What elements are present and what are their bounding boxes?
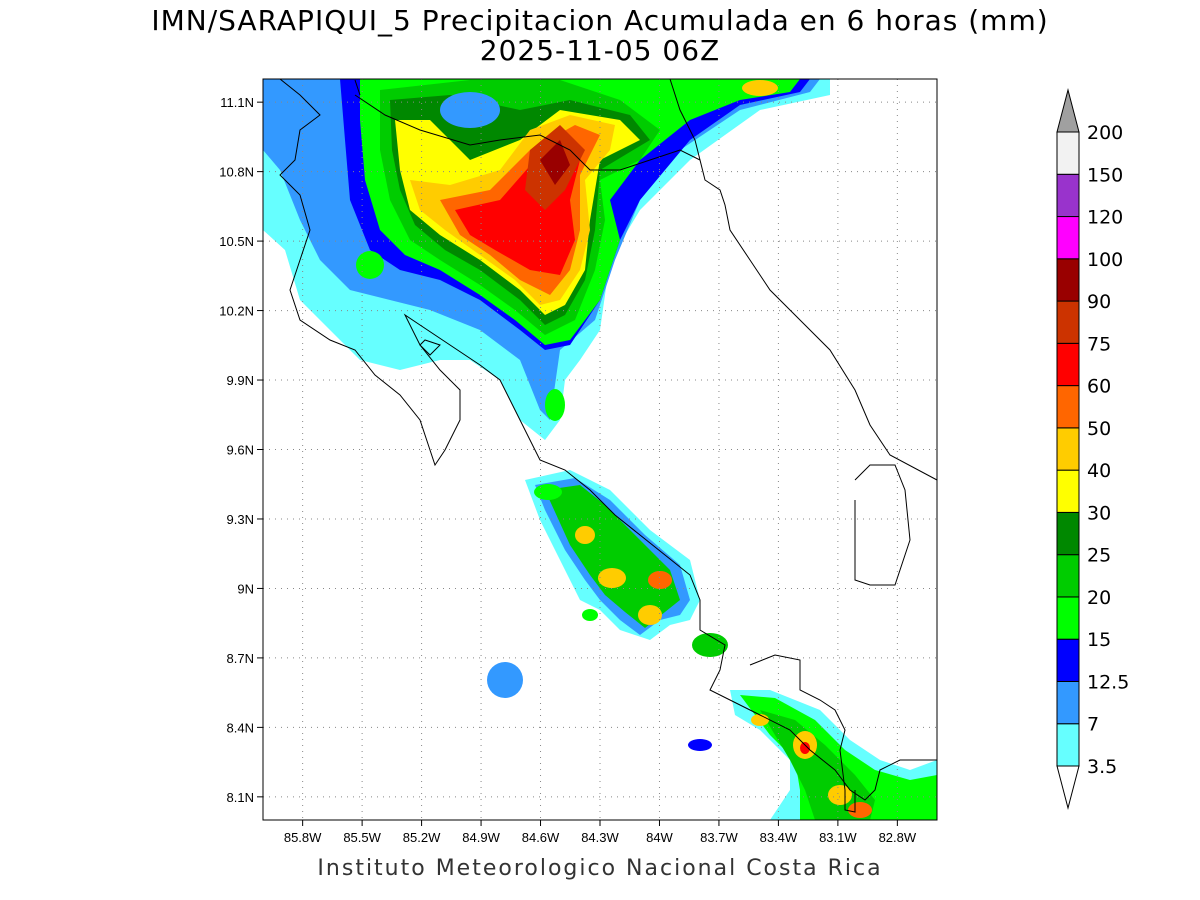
colorbar-level-label: 20	[1087, 587, 1111, 609]
colorbar-level-label: 50	[1087, 418, 1111, 440]
lat-tick-label: 9.6N	[227, 443, 254, 458]
colorbar-level-label: 15	[1087, 629, 1111, 651]
colorbar-segment	[1056, 680, 1080, 725]
lat-tick-label: 11.1N	[220, 95, 254, 110]
colorbar-level-label: 75	[1087, 333, 1111, 355]
precipitation-field	[263, 79, 937, 820]
colorbar-segment	[1056, 173, 1080, 218]
lon-tick-label: 83.4W	[760, 830, 798, 845]
colorbar-level-label: 150	[1087, 164, 1123, 186]
colorbar-segment	[1056, 131, 1080, 175]
lat-tick-label: 9N	[237, 581, 254, 596]
colorbar-level-label: 200	[1087, 122, 1123, 144]
colorbar-segment	[1056, 216, 1080, 260]
colorbar-segment	[1056, 300, 1080, 344]
colorbar-segment	[1056, 596, 1080, 640]
lon-tick-label: 84.3W	[581, 830, 619, 845]
lat-tick-label: 8.1N	[227, 790, 254, 805]
colorbar-segment	[1056, 427, 1080, 471]
lat-tick-label: 8.7N	[227, 651, 254, 666]
colorbar-level-label: 30	[1087, 502, 1111, 524]
colorbar-level-label: 90	[1087, 291, 1111, 313]
chart-subtitle-date: 2025-11-05 06Z	[479, 34, 721, 67]
colorbar-segment	[1056, 723, 1080, 767]
colorbar-segment	[1056, 469, 1080, 513]
colorbar-segment	[1056, 385, 1080, 429]
lat-tick-label: 10.8N	[219, 165, 254, 180]
colorbar-level-label: 100	[1087, 249, 1123, 271]
colorbar-level-label: 120	[1087, 207, 1123, 229]
coastline-borders	[279, 79, 937, 813]
lon-tick-label: 85.8W	[284, 830, 322, 845]
lat-tick-label: 8.4N	[227, 720, 254, 735]
lon-tick-label: 83.7W	[700, 830, 738, 845]
colorbar-level-label: 7	[1087, 714, 1099, 736]
colorbar-legend: 3.5 7 12.5 15 20 25 30 40 50 60 75 90 100 120 150 200	[1056, 88, 1129, 810]
latitude-axis: 11.1N 10.8N 10.5N 10.2N 9.9N 9.6N 9.3N 9N 8.7N 8.…	[219, 95, 263, 805]
longitude-axis: 85.8W 85.5W 85.2W 84.9W 84.6W 84.3W 84W 83.7W 83…	[284, 820, 917, 845]
map-gridlines	[263, 79, 937, 820]
colorbar-level-label: 25	[1087, 545, 1111, 567]
colorbar-segment	[1056, 258, 1080, 302]
lon-tick-label: 84.9W	[462, 830, 500, 845]
lon-tick-label: 84W	[646, 830, 673, 845]
chart-title: IMN/SARAPIQUI_5 Precipitacion Acumulada …	[151, 4, 1049, 37]
lat-tick-label: 9.9N	[227, 373, 254, 388]
colorbar-min-triangle	[1056, 765, 1080, 810]
colorbar-level-label: 40	[1087, 460, 1111, 482]
colorbar-level-label: 60	[1087, 376, 1111, 398]
lon-tick-label: 85.5W	[343, 830, 381, 845]
footer-credit: Instituto Meteorologico Nacional Costa R…	[317, 856, 883, 881]
lon-tick-label: 84.6W	[522, 830, 560, 845]
lon-tick-label: 85.2W	[403, 830, 441, 845]
colorbar-segment	[1056, 342, 1080, 387]
colorbar-segment	[1056, 638, 1080, 682]
colorbar-segment	[1056, 554, 1080, 598]
lat-tick-label: 9.3N	[227, 512, 254, 527]
lon-tick-label: 82.8W	[879, 830, 917, 845]
lat-tick-label: 10.2N	[219, 304, 254, 319]
colorbar-level-label: 12.5	[1087, 671, 1129, 693]
colorbar-segment	[1056, 511, 1080, 556]
lat-tick-label: 10.5N	[219, 234, 254, 249]
colorbar-max-triangle	[1056, 88, 1080, 133]
lon-tick-label: 83.1W	[819, 830, 857, 845]
colorbar-level-label: 3.5	[1087, 756, 1117, 778]
